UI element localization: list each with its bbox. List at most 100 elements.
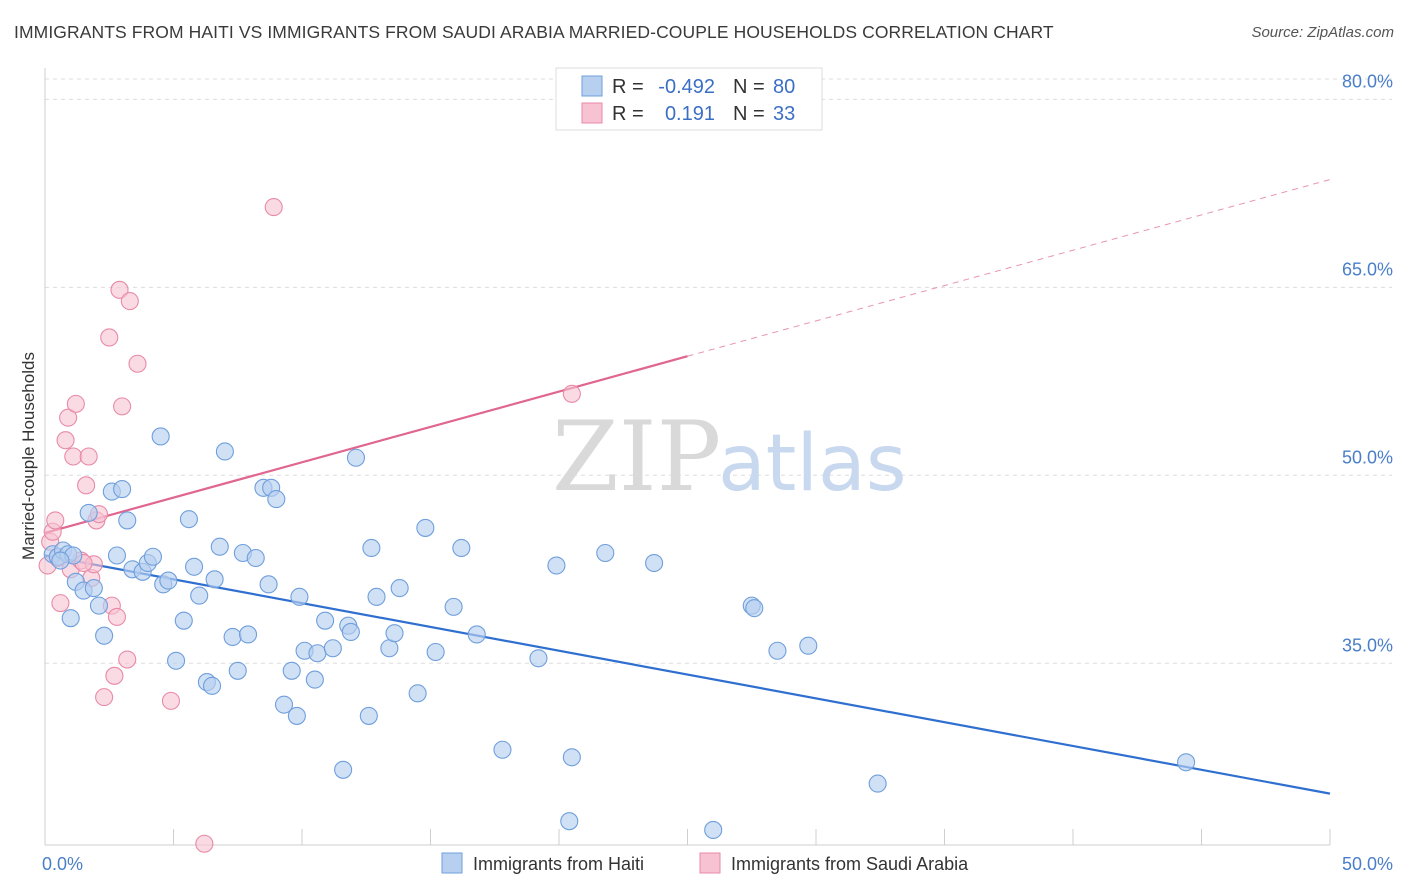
haiti-point-20 — [143, 547, 162, 566]
haiti-point-77 — [745, 599, 764, 618]
saudi-point-31 — [562, 384, 581, 403]
series-legend-label-saudi[interactable]: Immigrants from Saudi Arabia — [731, 854, 969, 874]
saudi-point-6 — [56, 431, 75, 450]
haiti-point-45 — [287, 706, 306, 725]
legend-swatch-saudi — [581, 102, 603, 124]
haiti-point-75 — [704, 820, 723, 840]
saudi-point-23 — [110, 280, 129, 299]
haiti-point-5 — [51, 551, 70, 570]
haiti-point-64 — [426, 642, 445, 662]
haiti-point-67 — [467, 625, 486, 644]
haiti-point-28 — [190, 586, 209, 605]
haiti-point-30 — [203, 676, 222, 695]
saudi-point-5 — [51, 594, 70, 613]
legend-swatch-haiti — [581, 75, 603, 97]
saudi-point-30 — [264, 198, 283, 217]
haiti-point-14 — [113, 480, 132, 499]
series-legend: Immigrants from Haiti Immigrants from Sa… — [441, 852, 969, 874]
haiti-point-23 — [159, 571, 178, 590]
haiti-point-10 — [89, 596, 109, 615]
watermark-atlas: atlas — [718, 419, 907, 509]
haiti-point-40 — [259, 575, 278, 594]
stats-legend: R = -0.492 N = 80 R = 0.191 N = 33 — [555, 67, 823, 131]
series-legend-swatch-saudi[interactable] — [699, 852, 721, 874]
trend-lines — [44, 179, 1331, 795]
series-legend-swatch-haiti[interactable] — [441, 852, 463, 874]
haiti-point-33 — [215, 442, 234, 461]
haiti-point-43 — [274, 695, 294, 714]
saudi-point-25 — [118, 650, 137, 669]
x-tick-label-1: 50.0% — [1342, 854, 1393, 874]
haiti-point-57 — [362, 538, 381, 558]
saudi-point-13 — [79, 447, 98, 466]
y-tick-label-3: 80.0% — [1342, 71, 1393, 91]
haiti-point-50 — [316, 611, 335, 630]
haiti-point-81 — [1177, 753, 1196, 772]
x-tick-labels: 0.0% 50.0% — [42, 854, 1393, 874]
trend-line-haiti — [44, 554, 1331, 795]
haiti-point-65 — [444, 597, 463, 616]
haiti-point-72 — [562, 748, 581, 767]
haiti-point-12 — [79, 503, 98, 522]
trend-line-saudi — [44, 355, 688, 535]
saudi-point-9 — [64, 447, 83, 466]
haiti-point-68 — [493, 740, 512, 759]
trend-line-saudi-extension — [687, 179, 1331, 357]
haiti-point-63 — [416, 518, 435, 537]
saudi-point-21 — [105, 666, 124, 685]
haiti-point-15 — [118, 511, 137, 530]
haiti-point-6 — [61, 609, 80, 628]
haiti-point-71 — [560, 812, 579, 831]
haiti-point-24 — [167, 651, 186, 670]
saudi-point-24 — [113, 397, 132, 416]
saudi-point-29 — [195, 834, 214, 853]
chart-title: IMMIGRANTS FROM HAITI VS IMMIGRANTS FROM… — [14, 22, 1054, 42]
series-legend-label-haiti[interactable]: Immigrants from Haiti — [473, 854, 644, 874]
saudi-point-19 — [100, 328, 119, 347]
saudi-point-12 — [77, 476, 96, 495]
watermark: ZIP atlas — [552, 401, 907, 513]
haiti-point-80 — [868, 774, 887, 793]
legend-r-value-saudi: 0.191 — [665, 103, 715, 125]
haiti-point-49 — [308, 644, 327, 663]
haiti-point-79 — [799, 636, 818, 655]
haiti-point-42 — [267, 490, 286, 509]
y-tick-label-2: 65.0% — [1342, 259, 1393, 279]
haiti-point-69 — [529, 649, 548, 668]
haiti-point-46 — [290, 587, 309, 606]
legend-r-label-haiti: R = — [612, 76, 644, 98]
haiti-point-70 — [547, 556, 566, 575]
haiti-point-73 — [596, 543, 615, 563]
haiti-point-38 — [246, 548, 265, 568]
haiti-point-56 — [359, 706, 378, 725]
watermark-zip: ZIP — [552, 401, 721, 513]
x-minor-ticks — [173, 829, 1331, 845]
y-tick-label-0: 35.0% — [1342, 635, 1393, 655]
haiti-point-54 — [341, 622, 360, 642]
legend-n-label-saudi: N = — [733, 103, 765, 125]
haiti-point-62 — [408, 684, 427, 703]
saudi-point-7 — [59, 408, 78, 427]
haiti-point-66 — [452, 538, 471, 558]
haiti-point-31 — [205, 570, 224, 589]
saudi-point-28 — [161, 691, 180, 710]
saudi-point-27 — [128, 354, 147, 373]
haiti-point-21 — [151, 427, 170, 446]
haiti-point-78 — [768, 641, 787, 660]
haiti-point-58 — [367, 587, 386, 606]
haiti-point-61 — [390, 579, 409, 598]
legend-r-value-haiti: -0.492 — [658, 76, 715, 98]
legend-n-label-haiti: N = — [733, 76, 765, 98]
y-tick-label-1: 50.0% — [1342, 447, 1393, 467]
haiti-point-25 — [174, 611, 193, 630]
x-tick-label-0: 0.0% — [42, 854, 83, 874]
haiti-points — [43, 427, 1196, 840]
haiti-point-48 — [305, 670, 324, 689]
legend-n-value-haiti: 80 — [773, 76, 795, 98]
saudi-point-3 — [46, 511, 65, 530]
haiti-point-44 — [282, 661, 301, 680]
haiti-point-55 — [346, 448, 366, 467]
haiti-point-59 — [380, 639, 399, 658]
chart-source: Source: ZipAtlas.com — [1251, 24, 1394, 41]
